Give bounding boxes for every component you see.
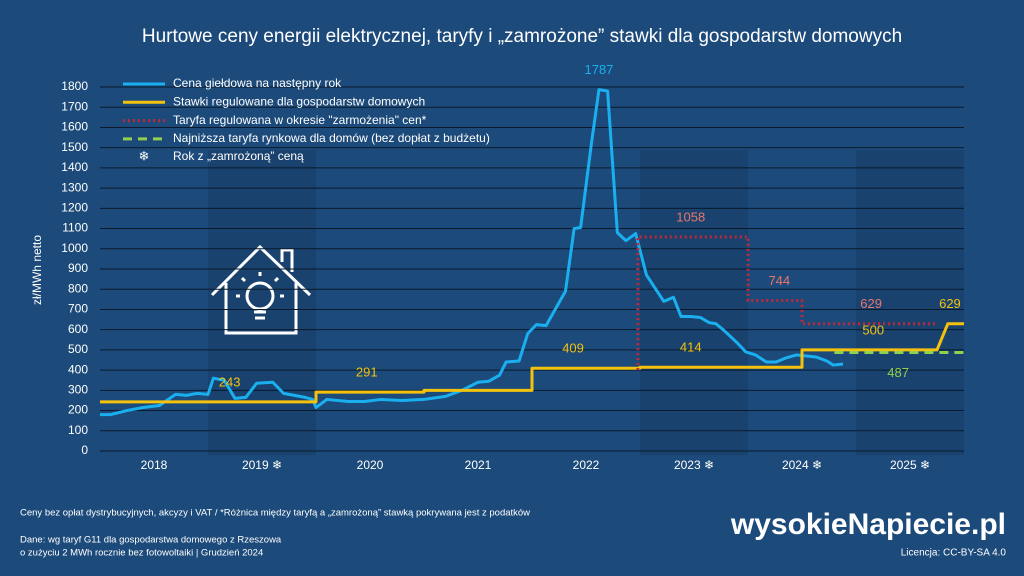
x-tick-label: 2022 [573, 458, 600, 472]
x-tick-label: 2018 [141, 458, 168, 472]
legend-label: Taryfa regulowana w okresie "zarmożenia"… [173, 113, 427, 127]
data-label: 500 [862, 322, 884, 337]
band-shade [640, 150, 748, 455]
footnote: Ceny bez opłat dystrybucyjnych, akcyzy i… [20, 508, 530, 519]
y-tick-label: 1500 [61, 140, 88, 154]
y-axis-label: zł/MWh netto [30, 235, 44, 305]
brand: wysokieNapiecie.pl [730, 508, 1006, 541]
y-tick-label: 300 [68, 383, 88, 397]
series-line [636, 235, 937, 371]
legend-label: Stawki regulowane dla gospodarstw domowy… [173, 94, 425, 108]
data-label: 1787 [584, 62, 613, 77]
legend-label: Najniższa taryfa rynkowa dla domów (bez … [173, 131, 490, 145]
data-label: 414 [680, 340, 702, 355]
series-line [100, 88, 844, 417]
source: Dane: wg taryf G11 dla gospodarstwa domo… [20, 535, 282, 546]
legend-icon: ❄ [139, 148, 150, 163]
y-tick-label: 1000 [61, 241, 88, 255]
x-tick-label: 2019 ❄ [242, 458, 282, 472]
y-tick-label: 500 [68, 342, 88, 356]
y-tick-label: 800 [68, 281, 88, 295]
x-tick-label: 2025 ❄ [890, 458, 930, 472]
legend-label: Rok z „zamrożoną” ceną [173, 149, 304, 163]
y-tick-label: 400 [68, 362, 88, 376]
series-line [100, 322, 964, 404]
legend-label: Cena giełdowa na następny rok [173, 76, 342, 90]
y-tick-label: 1300 [61, 180, 88, 194]
x-tick-label: 2023 ❄ [674, 458, 714, 472]
y-tick-label: 700 [68, 302, 88, 316]
y-tick-label: 600 [68, 322, 88, 336]
y-tick-label: 1800 [61, 79, 88, 93]
data-label: 629 [860, 296, 882, 311]
chart-title: Hurtowe ceny energii elektrycznej, taryf… [142, 26, 902, 47]
data-label: 744 [768, 273, 790, 288]
x-tick-label: 2021 [465, 458, 492, 472]
y-tick-label: 200 [68, 403, 88, 417]
license: Licencja: CC-BY-SA 4.0 [901, 548, 1007, 559]
y-tick-label: 1400 [61, 160, 88, 174]
data-label: 629 [939, 296, 961, 311]
data-label: 1058 [676, 209, 705, 224]
data-label: 487 [887, 365, 909, 380]
y-tick-label: 1200 [61, 201, 88, 215]
y-tick-label: 0 [81, 443, 88, 457]
y-tick-label: 1600 [61, 120, 88, 134]
x-tick-label: 2024 ❄ [782, 458, 822, 472]
x-tick-label: 2020 [357, 458, 384, 472]
data-label: 409 [562, 341, 584, 356]
data-label: 243 [219, 374, 241, 389]
band-shade [208, 150, 316, 455]
y-tick-label: 1100 [62, 221, 88, 235]
y-tick-label: 100 [68, 423, 88, 437]
y-tick-label: 900 [68, 261, 88, 275]
band-shade [856, 150, 964, 455]
source: o zużyciu 2 MWh rocznie bez fotowoltaiki… [20, 548, 263, 559]
data-label: 291 [356, 365, 378, 380]
y-tick-label: 1700 [61, 99, 88, 113]
